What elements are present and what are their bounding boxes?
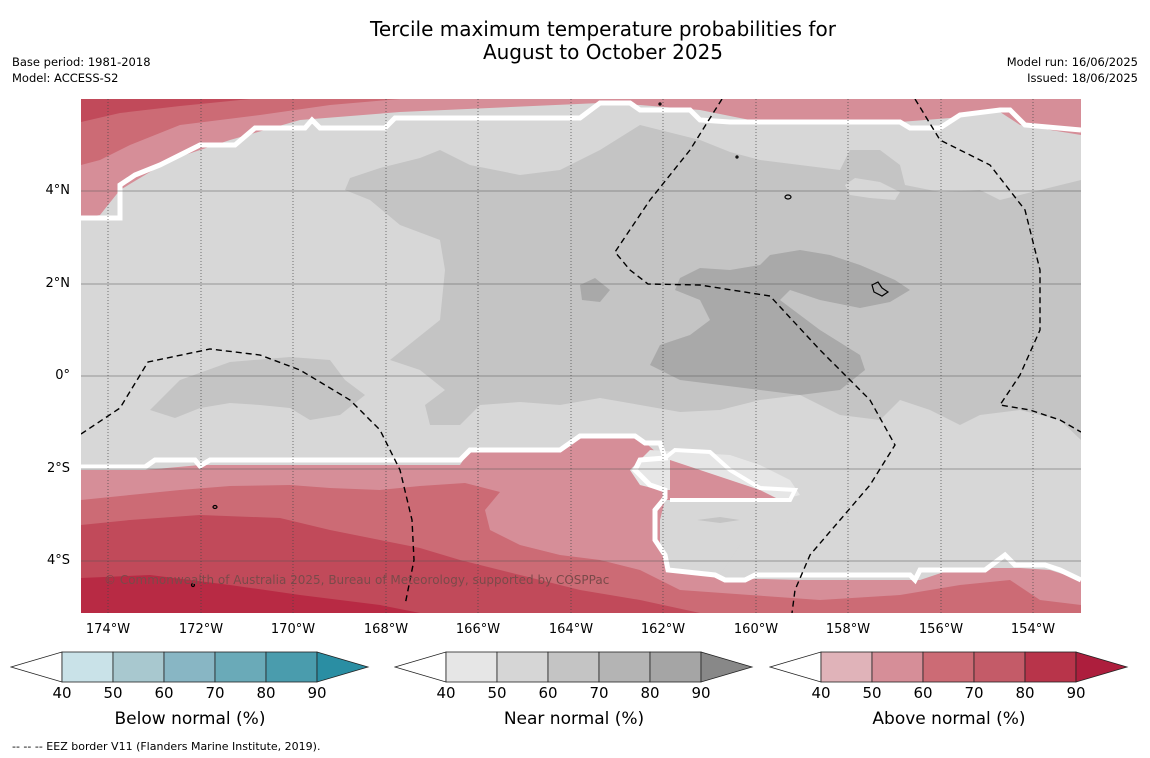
colorbar-above-tick: 70	[964, 684, 984, 702]
lon-label-160w: 160°W	[733, 622, 779, 637]
colorbar-near-segment	[598, 651, 651, 683]
colorbar-below-tick: 40	[52, 684, 72, 702]
lat-label-4s: 4°S	[46, 553, 70, 568]
colorbar-above-segment	[973, 651, 1026, 683]
colorbar-above-min-arrow	[769, 651, 822, 683]
lat-label-4n: 4°N	[45, 183, 71, 198]
colorbar-below-segment	[61, 651, 114, 683]
lon-label-154w: 154°W	[1010, 622, 1056, 637]
colorbar-near-tick: 40	[436, 684, 456, 702]
island-kiritimati	[871, 281, 890, 297]
above-normal-north-70-80	[81, 99, 250, 122]
colorbar-below-title: Below normal (%)	[114, 709, 266, 729]
colorbar-below-tick: 70	[205, 684, 225, 702]
colorbar-above-tick: 90	[1066, 684, 1086, 702]
colorbar-below-segment	[163, 651, 216, 683]
lon-label-166w: 166°W	[455, 622, 501, 637]
colorbar-near-segment	[496, 651, 549, 683]
islands	[190, 102, 890, 588]
island-central-dot-2	[735, 155, 739, 159]
map-copyright: © Commonwealth of Australia 2025, Bureau…	[104, 573, 610, 587]
lon-label-170w: 170°W	[270, 622, 316, 637]
above-normal-south-80-90	[81, 575, 420, 613]
lat-label-0: 0°	[55, 368, 70, 383]
contour-40-north	[81, 100, 1081, 221]
lon-label-158w: 158°W	[825, 622, 871, 637]
colorbar-above-tick: 80	[1015, 684, 1035, 702]
eez-border-central	[614, 99, 896, 613]
colorbar-above-tick: 50	[862, 684, 882, 702]
colorbar-near-tick: 50	[487, 684, 507, 702]
island-howland	[784, 194, 792, 200]
colorbar-above-normal	[769, 651, 1129, 683]
colorbar-near-min-arrow	[394, 651, 447, 683]
lon-label-174w: 174°W	[85, 622, 131, 637]
lat-label-2n: 2°N	[45, 276, 71, 291]
near-normal-50-60-west-blob	[150, 357, 365, 420]
lon-label-164w: 164°W	[548, 622, 594, 637]
colorbar-near-segment	[547, 651, 600, 683]
above-normal-south-east-pocket	[670, 460, 780, 500]
latitude-gridlines	[81, 190, 1081, 562]
colorbar-above-segment	[922, 651, 975, 683]
colorbar-below-min-arrow	[10, 651, 63, 683]
colorbar-above-max-arrow	[1075, 651, 1129, 683]
colorbar-near-max-arrow	[700, 651, 754, 683]
contour-40-south	[81, 433, 1081, 585]
near-normal-60-70-region	[650, 250, 910, 395]
island-central-dot	[658, 102, 662, 106]
model-run: Model run: 16/06/2025	[1006, 55, 1138, 69]
lon-label-156w: 156°W	[918, 622, 964, 637]
island-west	[212, 504, 218, 510]
colorbar-near-title: Near normal (%)	[503, 709, 645, 729]
colorbar-near-tick: 80	[640, 684, 660, 702]
colorbar-near-tick: 60	[538, 684, 558, 702]
colorbar-above-segment	[1024, 651, 1077, 683]
colorbar-below-max-arrow	[316, 651, 370, 683]
eez-borders	[81, 99, 1081, 613]
colorbar-above-segment	[820, 651, 873, 683]
near-normal-50-60-south-strip	[697, 517, 740, 523]
eez-border-west	[81, 348, 415, 606]
meta-left: Base period: 1981-2018 Model: ACCESS-S2	[12, 54, 151, 86]
colorbar-near-tick: 70	[589, 684, 609, 702]
colorbar-below-normal	[10, 651, 370, 683]
eez-footnote: -- -- -- EEZ border V11 (Flanders Marine…	[12, 740, 321, 753]
colorbar-below-segment	[214, 651, 267, 683]
base-period: Base period: 1981-2018	[12, 55, 151, 69]
lon-label-172w: 172°W	[178, 622, 224, 637]
colorbar-below-tick: 50	[103, 684, 123, 702]
colorbar-near-segment	[445, 651, 498, 683]
eez-border-east	[914, 99, 1081, 433]
lat-label-2s: 2°S	[46, 461, 70, 476]
lon-label-168w: 168°W	[363, 622, 409, 637]
colorbar-above-title: Above normal (%)	[872, 709, 1026, 729]
meta-right: Model run: 16/06/2025 Issued: 18/06/2025	[1007, 54, 1138, 86]
lon-label-162w: 162°W	[640, 622, 686, 637]
island-south-west	[190, 582, 196, 588]
colorbar-below-segment	[112, 651, 165, 683]
above-normal-north-60-70	[81, 99, 400, 165]
colorbar-above-tick: 40	[811, 684, 831, 702]
title-line-1: Tercile maximum temperature probabilitie…	[370, 17, 836, 41]
issued-date: Issued: 18/06/2025	[1027, 71, 1138, 85]
colorbar-above-tick: 60	[913, 684, 933, 702]
colorbar-near-segment	[649, 651, 702, 683]
contour-40-south-inner	[663, 447, 799, 502]
title-line-2: August to October 2025	[482, 40, 724, 64]
colorbar-above-segment	[871, 651, 924, 683]
model-name: Model: ACCESS-S2	[12, 71, 119, 85]
chart-title: Tercile maximum temperature probabilitie…	[0, 18, 1150, 64]
colorbar-near-tick: 90	[691, 684, 711, 702]
colorbar-near-normal	[394, 651, 754, 683]
colorbar-below-tick: 80	[256, 684, 276, 702]
near-normal-40-50-south-east	[660, 500, 830, 575]
colorbar-below-tick: 90	[307, 684, 327, 702]
above-normal-north-east-50-60	[700, 99, 1081, 122]
colorbar-below-segment	[265, 651, 318, 683]
near-normal-40-50-north-light	[845, 178, 900, 200]
colorbar-below-tick: 60	[154, 684, 174, 702]
